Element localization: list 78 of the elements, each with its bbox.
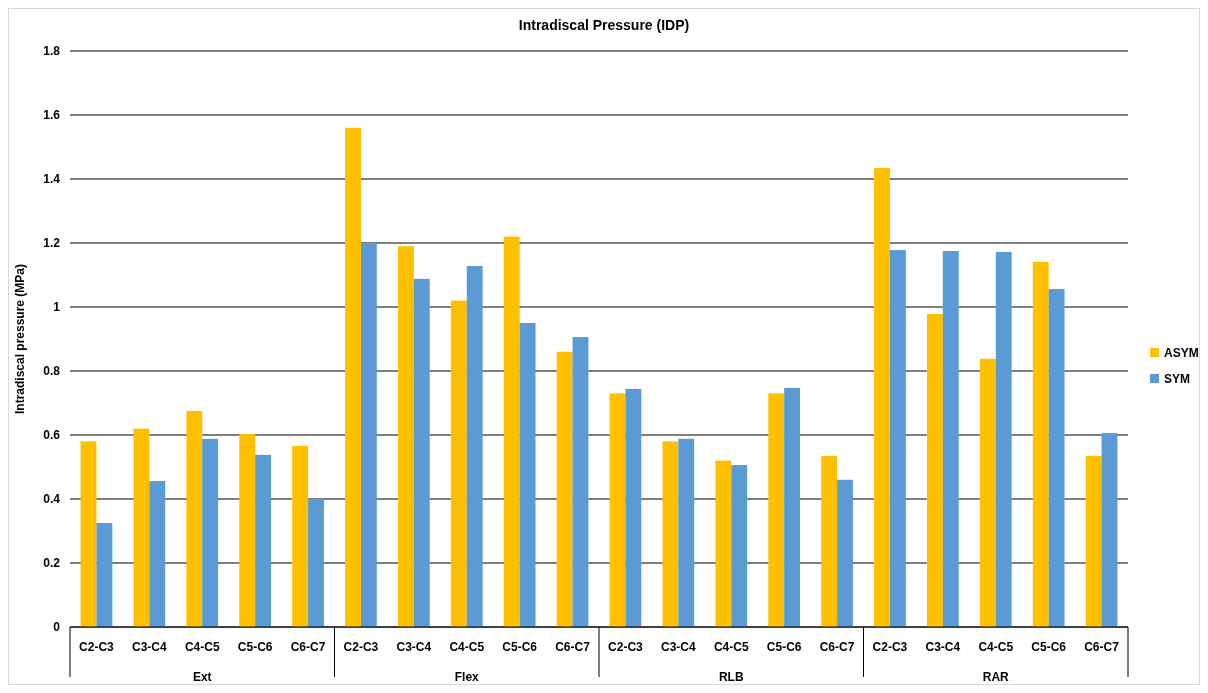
x-tick-label: C3-C4 — [661, 640, 697, 654]
x-tick-label: C2-C3 — [79, 640, 115, 654]
x-tick-label: C6-C7 — [1084, 640, 1120, 654]
x-tick-label: C2-C3 — [872, 640, 908, 654]
bar — [1048, 289, 1065, 627]
bar — [292, 445, 309, 627]
bar — [731, 465, 748, 627]
bar — [926, 314, 943, 627]
bar — [397, 246, 414, 627]
bar — [1032, 261, 1049, 627]
x-tick-label: C5-C6 — [237, 640, 273, 654]
bar — [239, 434, 256, 627]
bar — [413, 278, 430, 627]
legend-label: ASYM — [1164, 346, 1199, 360]
x-tick-label: C6-C7 — [290, 640, 326, 654]
x-tick-label: C2-C3 — [343, 640, 379, 654]
bar — [572, 337, 589, 627]
bar — [995, 251, 1012, 627]
chart-title: Intradiscal Pressure (IDP) — [518, 17, 690, 33]
bar — [715, 460, 732, 627]
y-tick-label: 0.2 — [43, 556, 61, 570]
legend-label: SYM — [1164, 372, 1191, 386]
x-tick-label: C4-C5 — [978, 640, 1014, 654]
bar — [345, 127, 361, 627]
bar — [678, 438, 695, 627]
y-tick-label: 0.8 — [43, 364, 61, 378]
bar — [979, 358, 996, 627]
bar — [625, 388, 642, 627]
bar — [942, 251, 959, 627]
text: RAR — [982, 670, 1010, 684]
bar — [889, 250, 906, 627]
bar — [1101, 433, 1118, 627]
bar — [874, 167, 890, 627]
x-tick-label: C5-C6 — [766, 640, 802, 654]
x-tick-label: C5-C6 — [1031, 640, 1067, 654]
bar — [503, 236, 520, 627]
bar — [556, 351, 573, 627]
bar — [255, 454, 272, 627]
x-tick-label: C4-C5 — [184, 640, 220, 654]
bar — [784, 387, 801, 627]
x-tick-label: C6-C7 — [555, 640, 591, 654]
text: RLB — [718, 670, 744, 684]
y-tick-label: 1 — [53, 300, 61, 314]
y-tick-label: 0.6 — [43, 428, 61, 442]
y-axis-title: Intradiscal pressure (MPa) — [13, 263, 27, 415]
bar — [662, 441, 679, 627]
bar — [149, 481, 166, 627]
bar — [609, 393, 626, 627]
bar — [96, 523, 113, 627]
bar — [466, 266, 483, 627]
y-tick-label: 1.8 — [43, 44, 61, 58]
bar — [837, 479, 853, 627]
x-tick-label: C3-C4 — [925, 640, 961, 654]
x-tick-label: C3-C4 — [132, 640, 168, 654]
text: Flex — [454, 670, 480, 684]
bar — [80, 441, 97, 627]
text: Ext — [192, 670, 212, 684]
x-tick-label: C4-C5 — [713, 640, 749, 654]
x-tick-label: C3-C4 — [396, 640, 432, 654]
bar — [133, 428, 150, 627]
bar — [768, 393, 785, 627]
bar — [821, 455, 838, 627]
y-tick-label: 1.2 — [43, 236, 61, 250]
x-tick-label: C4-C5 — [449, 640, 485, 654]
bar — [186, 411, 203, 627]
bar — [519, 323, 536, 627]
y-tick-label: 1.6 — [43, 108, 61, 122]
bar — [308, 499, 324, 627]
bar — [450, 300, 467, 627]
y-tick-label: 1.4 — [43, 172, 61, 186]
x-tick-label: C6-C7 — [819, 640, 855, 654]
x-tick-label: C5-C6 — [502, 640, 538, 654]
y-tick-label: 0.4 — [43, 492, 61, 506]
x-tick-label: C2-C3 — [608, 640, 644, 654]
bar — [1085, 455, 1102, 627]
bar — [202, 438, 219, 627]
bar — [360, 243, 377, 627]
y-tick-label: 0 — [53, 620, 61, 634]
